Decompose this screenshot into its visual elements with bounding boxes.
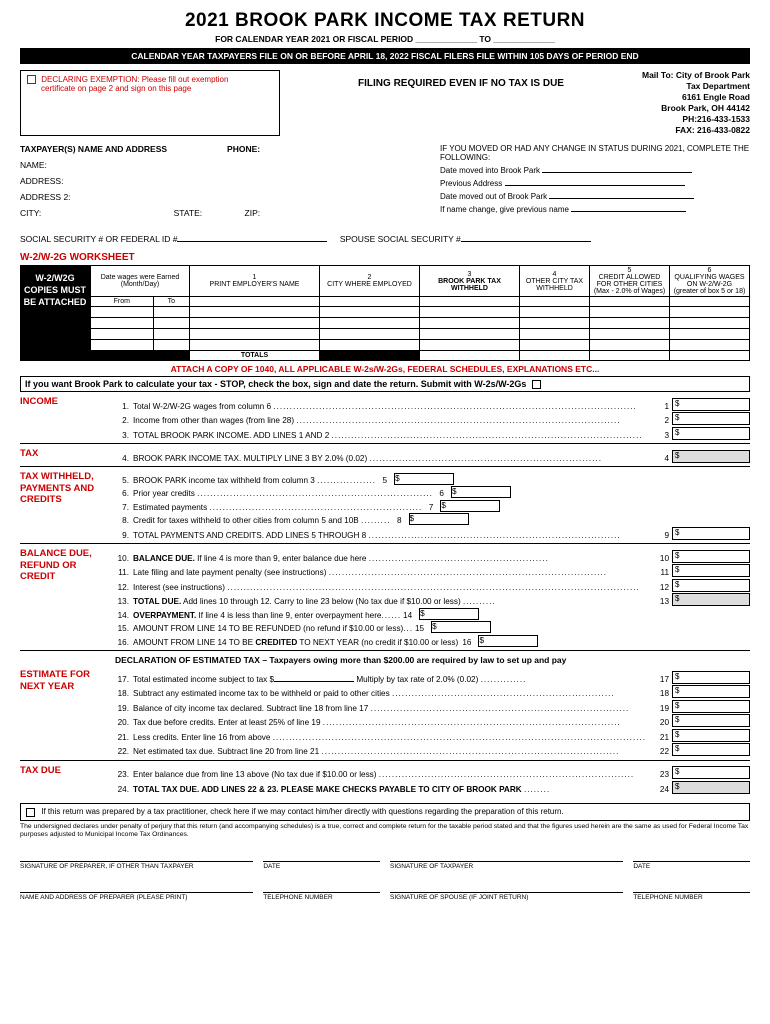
line10-amount[interactable]: $ <box>672 550 750 563</box>
sig-taxpayer-date[interactable]: DATE <box>633 861 750 870</box>
line6-mid[interactable]: $ <box>451 486 511 498</box>
line12-amount[interactable]: $ <box>672 579 750 592</box>
line17-amount[interactable]: $ <box>672 671 750 684</box>
line4-amount[interactable]: $ <box>672 450 750 463</box>
city-state-zip-row[interactable]: CITY: STATE: ZIP: <box>20 208 440 218</box>
line22-amount[interactable]: $ <box>672 743 750 756</box>
spouse-phone[interactable]: TELEPHONE NUMBER <box>633 892 750 901</box>
address-field[interactable]: ADDRESS: <box>20 176 440 186</box>
filing-deadline-bar: CALENDAR YEAR TAXPAYERS FILE ON OR BEFOR… <box>20 48 750 64</box>
line24-amount[interactable]: $ <box>672 781 750 794</box>
form-title: 2021 BROOK PARK INCOME TAX RETURN <box>20 10 750 32</box>
name-field[interactable]: NAME: <box>20 160 440 170</box>
section-withheld: TAX WITHHELD, PAYMENTS AND CREDITS <box>20 471 115 541</box>
calculate-tax-box: If you want Brook Park to calculate your… <box>20 376 750 392</box>
line5-mid[interactable]: $ <box>394 473 454 485</box>
attach-1040-note: ATTACH A COPY OF 1040, ALL APPLICABLE W-… <box>20 364 750 374</box>
sig-spouse[interactable]: SIGNATURE OF SPOUSE (IF JOINT RETURN) <box>390 892 623 901</box>
line18-amount[interactable]: $ <box>672 685 750 698</box>
line11-amount[interactable]: $ <box>672 564 750 577</box>
section-estimate: ESTIMATE FOR NEXT YEAR <box>20 669 115 758</box>
line19-amount[interactable]: $ <box>672 700 750 713</box>
line13-amount[interactable]: $ <box>672 593 750 606</box>
practitioner-box: If this return was prepared by a tax pra… <box>20 803 750 820</box>
line20-amount[interactable]: $ <box>672 714 750 727</box>
form-subtitle: FOR CALENDAR YEAR 2021 OR FISCAL PERIOD … <box>20 34 750 44</box>
line16-mid[interactable]: $ <box>478 635 538 647</box>
line21-amount[interactable]: $ <box>672 729 750 742</box>
practitioner-checkbox[interactable] <box>26 808 35 817</box>
declaration-fine-print: The undersigned declares under penalty o… <box>20 823 750 839</box>
line1-amount[interactable]: $ <box>672 398 750 411</box>
section-balance: BALANCE DUE, REFUND OR CREDIT <box>20 548 115 648</box>
sig-taxpayer[interactable]: SIGNATURE OF TAXPAYER <box>390 861 623 870</box>
exemption-checkbox[interactable] <box>27 75 36 84</box>
attach-copies-box: W-2/W2G COPIES MUST BE ATTACHED <box>20 265 90 361</box>
line3-amount[interactable]: $ <box>672 427 750 440</box>
preparer-name-address[interactable]: NAME AND ADDRESS OF PREPARER (PLEASE PRI… <box>20 892 253 901</box>
line8-mid[interactable]: $ <box>409 513 469 525</box>
filing-required-text: FILING REQUIRED EVEN IF NO TAX IS DUE <box>288 70 634 136</box>
line2-amount[interactable]: $ <box>672 412 750 425</box>
section-taxdue: TAX DUE <box>20 765 115 796</box>
line23-amount[interactable]: $ <box>672 766 750 779</box>
address2-field[interactable]: ADDRESS 2: <box>20 192 440 202</box>
line15-mid[interactable]: $ <box>431 621 491 633</box>
mail-to-address: Mail To: City of Brook Park Tax Departme… <box>642 70 750 136</box>
section-income: INCOME <box>20 396 115 441</box>
sig-preparer[interactable]: SIGNATURE OF PREPARER, IF OTHER THAN TAX… <box>20 861 253 870</box>
exemption-box: DECLARING EXEMPTION: Please fill out exe… <box>20 70 280 136</box>
line14-mid[interactable]: $ <box>419 608 479 620</box>
sig-preparer-date[interactable]: DATE <box>263 861 380 870</box>
section-tax: TAX <box>20 448 115 464</box>
line9-amount[interactable]: $ <box>672 527 750 540</box>
preparer-phone[interactable]: TELEPHONE NUMBER <box>263 892 380 901</box>
calculate-checkbox[interactable] <box>532 380 541 389</box>
declaration-header: DECLARATION OF ESTIMATED TAX – Taxpayers… <box>115 655 750 665</box>
ssn-row: SOCIAL SECURITY # OR FEDERAL ID # SPOUSE… <box>20 234 750 244</box>
worksheet-title: W-2/W-2G WORKSHEET <box>20 252 750 263</box>
w2-worksheet-table[interactable]: Date wages were Earned (Month/Day) 1PRIN… <box>90 265 750 361</box>
line7-mid[interactable]: $ <box>440 500 500 512</box>
